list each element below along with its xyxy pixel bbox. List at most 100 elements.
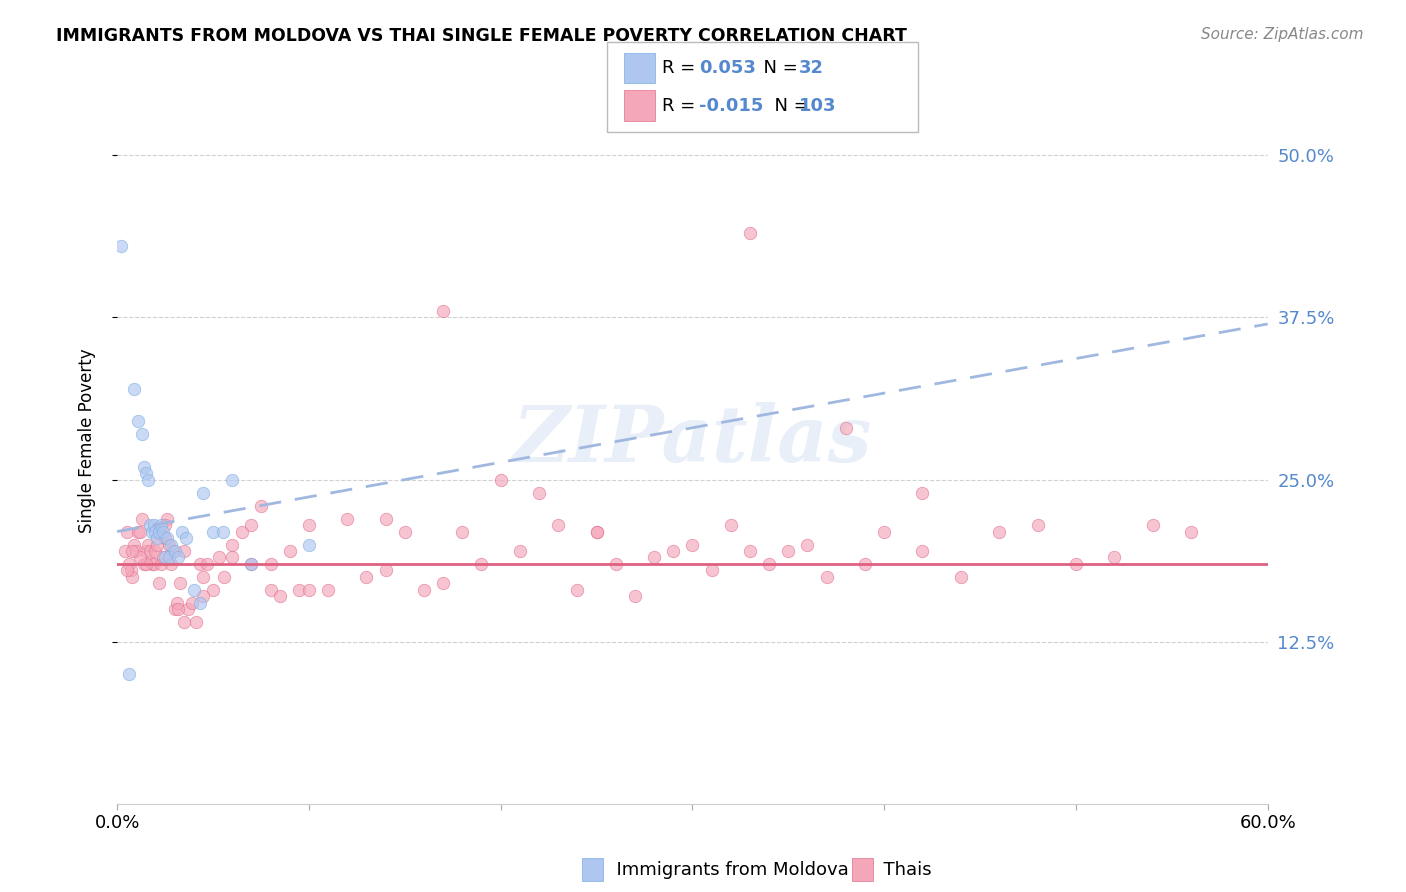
Point (1026, 518, 1049, 533)
Point (374, 511, 396, 525)
Point (120, 564, 142, 578)
Point (188, 557, 211, 571)
Point (169, 576, 191, 591)
Point (125, 544, 148, 558)
Point (163, 602, 186, 616)
Text: N =: N = (763, 96, 815, 114)
Text: Thais: Thais (872, 861, 931, 879)
Point (585, 524, 607, 539)
Text: 32: 32 (799, 60, 824, 78)
Point (796, 537, 818, 551)
Point (167, 550, 190, 565)
Point (527, 485, 550, 500)
Point (127, 524, 149, 539)
Point (183, 582, 205, 597)
Point (336, 511, 359, 525)
Point (240, 518, 263, 533)
Point (1180, 524, 1202, 539)
Text: ZIPatlas: ZIPatlas (513, 402, 872, 479)
Point (184, 615, 207, 630)
Point (150, 557, 173, 571)
Point (231, 524, 253, 539)
Point (240, 557, 263, 571)
Point (163, 544, 186, 558)
Point (153, 518, 176, 533)
Point (758, 557, 780, 571)
Point (150, 518, 173, 533)
Point (131, 427, 153, 442)
Text: 103: 103 (799, 96, 837, 114)
Point (489, 473, 512, 487)
Point (180, 596, 202, 610)
Point (135, 557, 157, 571)
Point (131, 511, 153, 525)
Text: R =: R = (662, 60, 702, 78)
Point (1064, 557, 1087, 571)
Point (240, 557, 263, 571)
Point (152, 524, 174, 539)
Point (1142, 518, 1164, 533)
Point (221, 537, 243, 551)
Point (159, 537, 181, 551)
Point (298, 582, 321, 597)
Point (201, 524, 224, 539)
Point (643, 550, 665, 565)
Point (172, 524, 194, 539)
Text: R =: R = (662, 96, 702, 114)
Point (778, 544, 800, 558)
Y-axis label: Single Female Poverty: Single Female Poverty (79, 349, 96, 533)
Point (136, 537, 159, 551)
Point (700, 564, 723, 578)
Point (201, 582, 224, 597)
Point (188, 596, 211, 610)
Point (720, 518, 742, 533)
Point (114, 544, 136, 558)
Point (145, 524, 167, 539)
Point (585, 524, 607, 539)
Point (193, 570, 215, 584)
Point (148, 524, 170, 539)
Point (214, 570, 236, 584)
Point (132, 459, 155, 474)
Point (142, 557, 165, 571)
Point (135, 466, 157, 480)
Point (153, 550, 176, 565)
Point (121, 544, 143, 558)
Point (124, 382, 146, 396)
Point (162, 544, 184, 558)
Point (156, 531, 179, 545)
Point (470, 557, 492, 571)
Point (949, 570, 972, 584)
Point (157, 537, 180, 551)
Point (138, 518, 160, 533)
Point (432, 304, 454, 318)
Point (374, 564, 396, 578)
Point (911, 485, 934, 500)
Point (259, 557, 281, 571)
Point (141, 524, 163, 539)
Point (662, 544, 685, 558)
Point (115, 524, 138, 539)
Point (145, 544, 167, 558)
Point (259, 582, 281, 597)
Point (738, 226, 761, 240)
Point (141, 557, 163, 571)
Point (157, 550, 180, 565)
Text: IMMIGRANTS FROM MOLDOVA VS THAI SINGLE FEMALE POVERTY CORRELATION CHART: IMMIGRANTS FROM MOLDOVA VS THAI SINGLE F… (56, 27, 907, 45)
Point (605, 557, 627, 571)
Point (117, 557, 139, 571)
Point (853, 557, 876, 571)
Point (159, 557, 181, 571)
Point (269, 590, 291, 604)
Point (135, 544, 157, 558)
Point (208, 550, 231, 565)
Point (146, 537, 169, 551)
Point (152, 550, 174, 565)
Point (167, 602, 190, 616)
Point (173, 544, 195, 558)
Point (547, 518, 569, 533)
Point (250, 499, 273, 513)
Point (316, 582, 339, 597)
Point (738, 544, 761, 558)
Point (356, 570, 378, 584)
